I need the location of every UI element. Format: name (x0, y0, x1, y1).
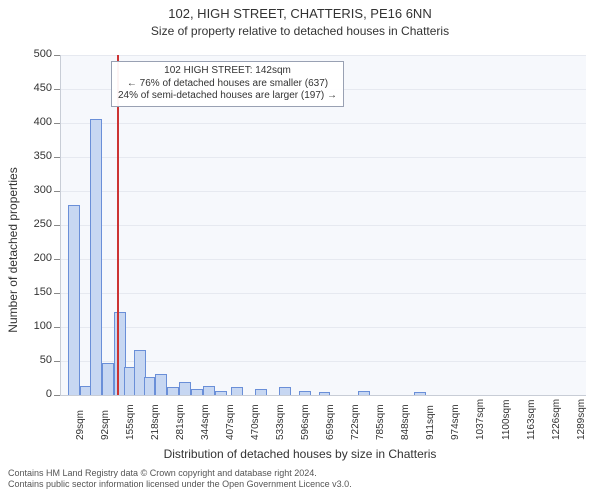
x-tick-label: 218sqm (150, 404, 161, 440)
y-tick-label: 50 (22, 354, 52, 366)
x-tick-label: 470sqm (250, 404, 261, 440)
y-tick (54, 259, 60, 260)
annotation-line-2: ← 76% of detached houses are smaller (63… (118, 78, 337, 91)
histogram-bar (203, 386, 215, 395)
histogram-bar (191, 389, 203, 395)
histogram-bar (90, 119, 102, 395)
y-tick (54, 191, 60, 192)
x-tick-label: 785sqm (375, 404, 386, 440)
y-tick (54, 157, 60, 158)
y-tick (54, 225, 60, 226)
annotation-line-1: 102 HIGH STREET: 142sqm (118, 65, 337, 78)
histogram-bar (167, 387, 179, 395)
y-tick-label: 200 (22, 252, 52, 264)
y-tick (54, 55, 60, 56)
histogram-bar (215, 391, 227, 395)
histogram-bar (231, 387, 243, 395)
x-tick-label: 155sqm (125, 404, 136, 440)
chart-container: 102, HIGH STREET, CHATTERIS, PE16 6NN Si… (0, 0, 600, 500)
histogram-bar (102, 363, 114, 395)
x-tick-label: 659sqm (325, 404, 336, 440)
gridline (61, 259, 586, 260)
gridline (61, 293, 586, 294)
y-tick-label: 300 (22, 184, 52, 196)
histogram-bar (319, 392, 331, 395)
gridline (61, 55, 586, 56)
x-tick-label: 407sqm (225, 404, 236, 440)
x-tick-label: 533sqm (275, 404, 286, 440)
x-tick-label: 1163sqm (526, 400, 537, 440)
x-tick-label: 1037sqm (475, 399, 486, 440)
footer-line-1: Contains HM Land Registry data © Crown c… (8, 468, 352, 479)
histogram-bar (358, 391, 370, 395)
histogram-bar (279, 387, 291, 395)
y-tick-label: 350 (22, 150, 52, 162)
gridline (61, 327, 586, 328)
y-tick-label: 450 (22, 82, 52, 94)
histogram-bar (299, 391, 311, 395)
histogram-bar (414, 392, 426, 395)
gridline (61, 123, 586, 124)
histogram-bar (144, 377, 156, 395)
y-tick (54, 395, 60, 396)
y-tick (54, 361, 60, 362)
x-tick-label: 848sqm (400, 404, 411, 440)
plot-area: 102 HIGH STREET: 142sqm ← 76% of detache… (60, 55, 586, 396)
y-axis-label: Number of detached properties (6, 167, 20, 332)
y-tick-label: 500 (22, 48, 52, 60)
x-tick-label: 722sqm (350, 404, 361, 440)
gridline (61, 157, 586, 158)
histogram-bar (179, 382, 191, 395)
footer-text: Contains HM Land Registry data © Crown c… (8, 468, 352, 491)
x-axis-label: Distribution of detached houses by size … (0, 447, 600, 461)
y-tick-label: 150 (22, 286, 52, 298)
y-tick-label: 250 (22, 218, 52, 230)
x-tick-label: 974sqm (450, 404, 461, 440)
x-tick-label: 281sqm (175, 404, 186, 440)
y-tick (54, 123, 60, 124)
y-tick-label: 0 (22, 388, 52, 400)
page-title: 102, HIGH STREET, CHATTERIS, PE16 6NN (0, 6, 600, 21)
x-tick-label: 596sqm (300, 404, 311, 440)
x-tick-label: 1100sqm (501, 400, 512, 440)
gridline (61, 225, 586, 226)
annotation-box: 102 HIGH STREET: 142sqm ← 76% of detache… (111, 61, 344, 107)
y-tick (54, 89, 60, 90)
x-tick-label: 911sqm (425, 405, 436, 440)
histogram-bar (255, 389, 267, 395)
y-tick-label: 100 (22, 320, 52, 332)
y-tick (54, 293, 60, 294)
page-subtitle: Size of property relative to detached ho… (0, 24, 600, 38)
histogram-bar (155, 374, 167, 395)
x-tick-label: 29sqm (75, 410, 86, 440)
x-tick-label: 1226sqm (551, 399, 562, 440)
y-tick (54, 327, 60, 328)
annotation-line-3: 24% of semi-detached houses are larger (… (118, 90, 337, 103)
gridline (61, 191, 586, 192)
x-tick-label: 92sqm (100, 410, 111, 440)
x-tick-label: 344sqm (200, 404, 211, 440)
histogram-bar (68, 205, 80, 395)
footer-line-2: Contains public sector information licen… (8, 479, 352, 490)
y-tick-label: 400 (22, 116, 52, 128)
x-tick-label: 1289sqm (576, 399, 587, 440)
